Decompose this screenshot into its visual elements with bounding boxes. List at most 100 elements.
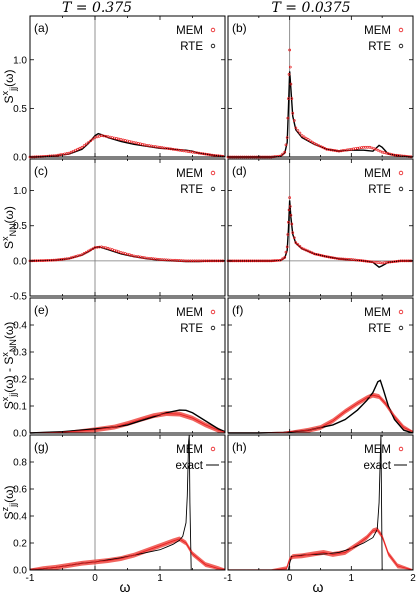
mem-data-point [298,131,302,135]
mem-data-point [304,136,308,140]
mem-data-point [119,251,123,254]
mem-data-point [184,149,188,153]
mem-data-point [287,97,290,101]
mem-data-point [284,143,288,147]
y-axis-label-part: jj [8,503,18,508]
y-tick-label: 0.0 [13,566,27,577]
mem-data-point [283,150,287,154]
mem-data-point [291,231,295,235]
mem-data-point [354,147,357,150]
mem-data-point [97,134,101,138]
y-tick-label: 1.0 [13,55,27,66]
panel-label: (g) [34,440,49,454]
mem-data-point [315,143,318,146]
x-tick-label: -1 [26,573,35,584]
y-tick-label: 0.2 [13,539,27,550]
y-axis-label: Szjj(ω) [0,486,18,520]
panel-label: (c) [34,164,48,178]
legend-label-exact: exact [176,460,204,472]
mem-data-point [134,141,138,145]
mem-data-point [123,139,127,142]
legend-symbol-mem [398,309,404,315]
mem-data-point [378,149,382,153]
y-axis-label-part: (ω) [2,486,16,503]
mem-data-point [288,205,292,208]
mem-data-point [291,111,295,115]
panel-label: (f) [232,303,243,317]
legend-symbol-rte [210,325,216,331]
mem-data-point [374,260,378,264]
mem-data-point [289,213,293,217]
y-tick-label: 0.0 [13,429,27,440]
legend-symbol-mem [398,446,404,452]
mem-data-point [288,48,292,52]
y-tick-label: 0.0 [13,256,27,267]
x-tick-label: 0 [287,573,293,584]
mem-data-point [317,143,320,147]
y-axis-label-part: (ω) - S [2,357,16,393]
mem-data-point [360,146,363,149]
mem-data-point [296,129,300,132]
mem-data-point [370,146,374,150]
mem-data-point [292,236,296,240]
mem-data-point [121,251,125,255]
mem-data-point [65,152,69,155]
mem-data-point [358,146,361,150]
y-tick-label: 1.0 [13,186,27,197]
mem-data-point [374,147,378,151]
mem-data-point [281,152,284,156]
mem-data-point [306,249,310,253]
mem-data-point [366,145,370,149]
mem-data-point [82,144,86,148]
mem-data-point [289,82,293,86]
panel-f: (f) MEM RTE [227,297,414,434]
panel-d: (d) MEM RTE [226,158,414,297]
mem-data-point [287,220,290,224]
mem-data-point [380,150,384,154]
mem-series-line [29,413,226,434]
header-left-temperature: T = 0.375 [62,0,132,16]
y-axis-label-part: jj [8,393,18,398]
mem-error-band [228,527,413,570]
mem-data-point [304,248,308,252]
mem-data-point [372,147,376,150]
y-tick-label: 0.6 [13,485,27,496]
y-axis-label-part: S [2,95,16,103]
mem-data-point [319,144,322,148]
mem-data-point [84,250,88,254]
x-tick-label: 0 [92,573,98,584]
y-tick-label: 0.0 [13,153,27,164]
mem-data-point [171,258,175,262]
mem-data-point [117,137,121,141]
panel-b: (b) MEM RTE [226,15,414,159]
mem-data-point [302,135,306,139]
panel-label: (e) [34,303,49,317]
mem-data-point [102,245,106,249]
mem-data-point [349,147,353,151]
mem-data-point [279,258,282,262]
x-tick-label: 1 [157,573,163,584]
mem-data-point [115,137,119,140]
panel-label: (b) [232,21,247,35]
mem-data-point [158,145,162,149]
mem-data-point [128,140,132,143]
mem-data-point [154,145,158,148]
mem-data-point [130,254,134,257]
mem-data-point [382,151,386,154]
x-axis-label-right: ω [313,579,324,594]
mem-data-point [160,258,164,261]
y-tick-label: 0.2 [13,375,27,386]
mem-data-point [286,233,290,236]
panel-h: (h) MEM exact -1 0 1 2 [224,434,416,584]
mem-data-point [310,140,314,144]
mem-data-point [80,253,84,256]
mem-data-point [115,249,119,253]
mem-data-point [108,135,112,139]
mem-data-point [162,258,166,262]
mem-data-point [147,144,151,148]
legend-symbol-rte [210,43,216,49]
mem-data-point [300,246,304,250]
legend-symbol-mem [210,170,216,176]
mem-data-point [284,250,288,254]
